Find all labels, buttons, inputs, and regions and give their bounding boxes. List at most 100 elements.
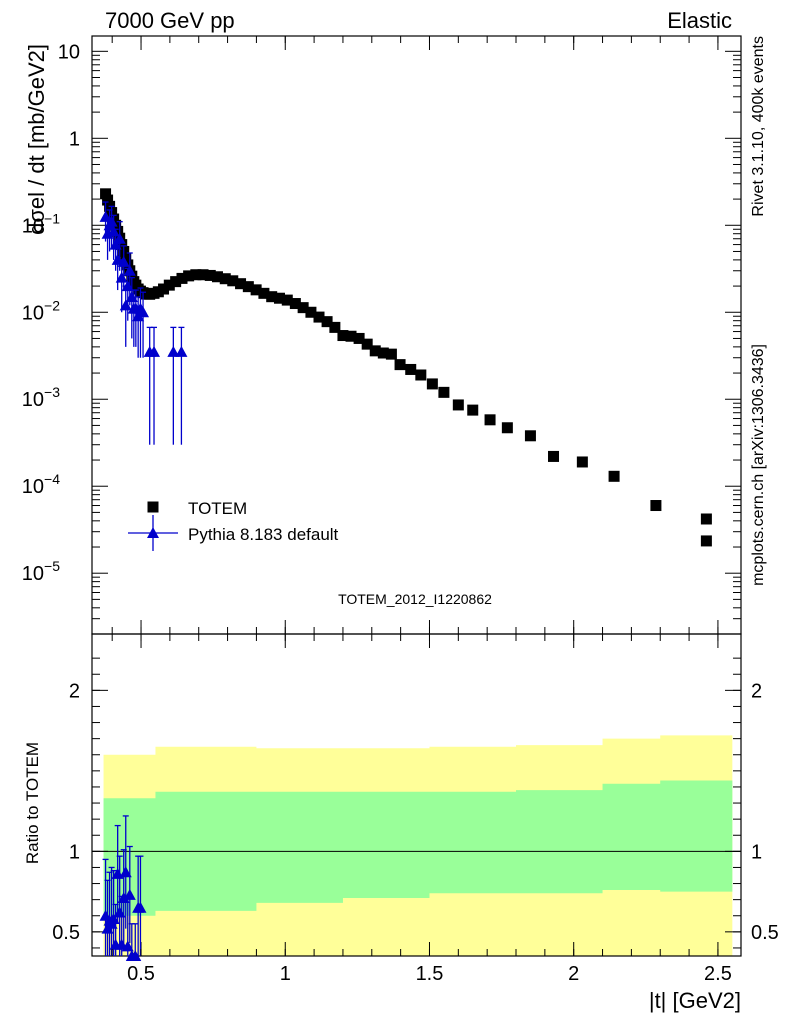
- pythia-point: [125, 290, 138, 302]
- totem-point: [120, 252, 132, 264]
- ratio-pythia-point: [117, 892, 130, 904]
- totem-point: [176, 272, 188, 284]
- pythia-point: [99, 210, 112, 222]
- totem-point: [116, 239, 128, 251]
- x-tick-label: 0.5: [127, 963, 155, 985]
- tick-exponent: −5: [44, 558, 60, 574]
- header-left: 7000 GeV pp: [105, 8, 235, 33]
- totem-point: [608, 470, 620, 482]
- x-tick-label: 1: [280, 963, 291, 985]
- pythia-point: [115, 271, 128, 283]
- totem-point: [305, 306, 317, 318]
- totem-point: [163, 279, 175, 291]
- ratio-pythia-point: [119, 866, 132, 878]
- totem-point: [337, 330, 349, 342]
- pythia-point: [113, 232, 126, 244]
- pythia-point: [137, 306, 150, 318]
- ratio-pythia-point: [121, 940, 134, 952]
- totem-point: [227, 275, 239, 287]
- ratio-y-axis-label: Ratio to TOTEM: [23, 742, 42, 864]
- x-tick-label: 2.5: [704, 963, 732, 985]
- totem-point: [102, 194, 114, 206]
- totem-point: [700, 535, 712, 547]
- x-axis-label: |t| [GeV2]: [649, 988, 741, 1013]
- totem-point: [100, 188, 112, 200]
- totem-point: [394, 359, 406, 371]
- totem-point: [405, 363, 417, 375]
- main-y-axis-label: dσel / dt [mb/GeV2]: [24, 44, 49, 235]
- totem-point: [289, 298, 301, 310]
- legend-pythia-marker: [147, 527, 159, 538]
- totem-point: [576, 456, 588, 468]
- tick-exponent: −2: [44, 297, 60, 313]
- totem-point: [211, 271, 223, 283]
- totem-point: [426, 378, 438, 390]
- x-tick-label: 2: [568, 963, 579, 985]
- totem-point: [197, 269, 209, 281]
- totem-point: [158, 283, 170, 295]
- totem-point: [183, 270, 195, 282]
- pythia-point: [121, 280, 134, 292]
- pythia-point: [167, 345, 180, 357]
- tick-exponent: −3: [44, 384, 60, 400]
- pythia-point: [119, 299, 132, 311]
- totem-point: [266, 291, 278, 303]
- legend-totem-marker: [147, 501, 159, 513]
- totem-point: [250, 284, 262, 296]
- totem-point: [700, 513, 712, 525]
- totem-point: [361, 338, 373, 350]
- ratio-plot: 0.5 1 1.5 2 2.5 0.5 0.5 1 1 2 2 Ratio to TOTEM |t| […: [23, 633, 779, 1013]
- main-y-tick-label: 10−5: [22, 558, 60, 585]
- totem-point: [524, 430, 536, 442]
- main-y-tick-label: 1: [69, 128, 80, 150]
- totem-point: [235, 278, 247, 290]
- legend-pythia-label: Pythia 8.183 default: [188, 525, 339, 544]
- legend-totem-label: TOTEM: [188, 499, 247, 518]
- totem-point: [415, 369, 427, 381]
- totem-point: [452, 399, 464, 411]
- totem-point: [258, 287, 270, 299]
- x-tick-label: 1.5: [416, 963, 444, 985]
- totem-point: [501, 422, 513, 434]
- pythia-point: [107, 225, 120, 237]
- ratio-y-tick-label-right: 1: [751, 841, 762, 863]
- totem-point: [219, 273, 231, 285]
- totem-point: [313, 311, 325, 323]
- ratio-band-inner: [103, 780, 733, 916]
- totem-point: [484, 414, 496, 426]
- ratio-frame: [91, 633, 742, 957]
- pythia-point: [123, 264, 136, 276]
- ratio-pythia-point: [129, 950, 142, 961]
- totem-point: [190, 269, 202, 281]
- totem-point: [345, 330, 357, 342]
- main-y-tick-label: 10−2: [22, 297, 60, 324]
- totem-point: [112, 225, 124, 237]
- ratio-pythia-point: [113, 906, 126, 918]
- totem-point: [204, 269, 216, 281]
- pythia-point: [148, 345, 161, 357]
- ratio-y-tick-label: 1: [69, 841, 80, 863]
- main-y-tick-label: 10−4: [22, 471, 60, 498]
- main-y-tick-label: 10: [58, 41, 80, 63]
- totem-point: [242, 281, 254, 293]
- ratio-y-tick-label-right: 0.5: [751, 922, 779, 944]
- ratio-y-tick-label: 2: [69, 680, 80, 702]
- pythia-point: [117, 255, 130, 267]
- side-text-bottom: mcplots.cern.ch [arXiv:1306.3436]: [750, 344, 767, 586]
- totem-point: [353, 332, 365, 344]
- pythia-point: [109, 238, 122, 250]
- totem-point: [385, 348, 397, 360]
- totem-point: [273, 292, 285, 304]
- totem-point: [369, 345, 381, 357]
- totem-point: [377, 347, 389, 359]
- ratio-pythia-point: [123, 888, 136, 900]
- totem-point: [281, 294, 293, 306]
- totem-point: [467, 404, 479, 416]
- main-y-tick-label: 10−3: [22, 384, 60, 411]
- tick-exponent: −4: [44, 471, 60, 487]
- tick-exponent: −1: [44, 210, 60, 226]
- header-right: Elastic: [667, 8, 732, 33]
